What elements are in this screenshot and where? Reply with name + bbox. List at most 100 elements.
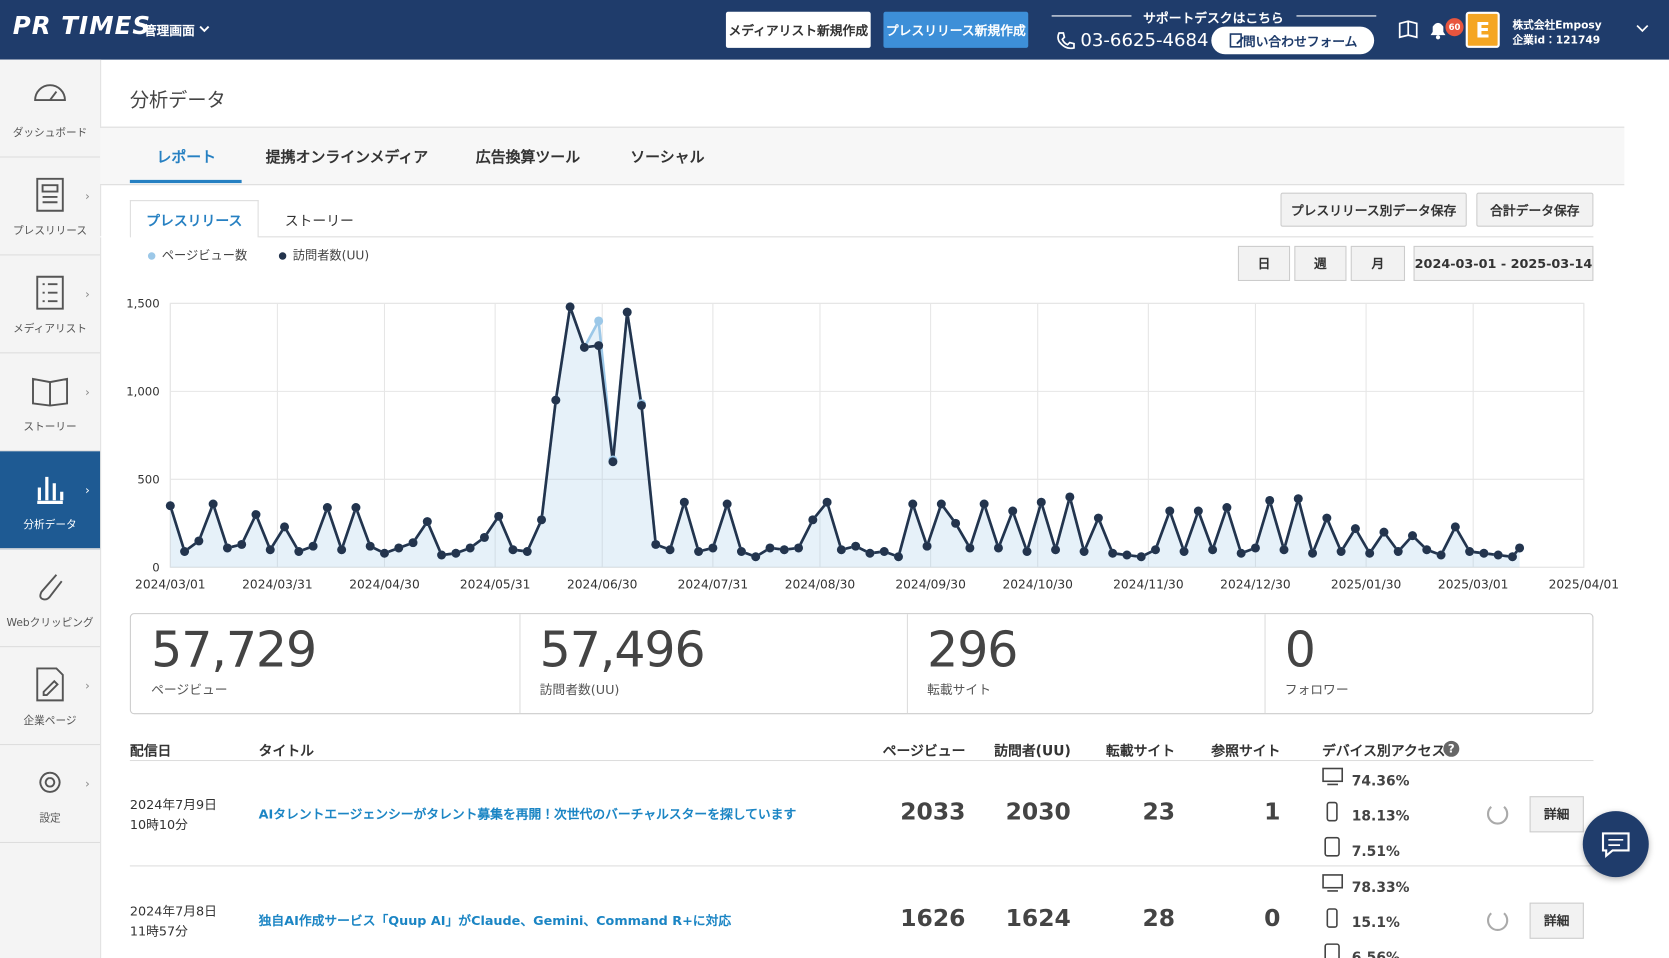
device-share: 78.33%: [1351, 880, 1410, 897]
point: [508, 545, 518, 555]
table-header: 転載サイト: [1105, 744, 1176, 760]
contact-button[interactable]: 問い合わせフォーム: [1211, 26, 1375, 55]
device-icon: [1324, 836, 1340, 857]
chat-button[interactable]: [1582, 811, 1649, 878]
tab[interactable]: レポート: [156, 149, 217, 167]
point: [1322, 513, 1332, 523]
stats-divider: [906, 614, 908, 714]
new-press-release-button[interactable]: プレスリリース新規作成: [883, 11, 1029, 48]
x-tick-label: 2024/08/30: [785, 578, 856, 592]
admin-menu[interactable]: 管理画面: [143, 23, 195, 39]
point: [751, 552, 761, 562]
point: [808, 515, 818, 525]
point: [1250, 543, 1260, 553]
sidebar-item[interactable]: Webクリッピング: [0, 549, 101, 648]
metric-reposts: 23: [1142, 799, 1176, 826]
point: [622, 307, 632, 317]
logo[interactable]: PR TIMES: [12, 12, 152, 41]
release-title[interactable]: AIタレントエージェンシーがタレント募集を再開！次世代のバーチャルスターを探して…: [258, 806, 797, 822]
period-week-button[interactable]: 週: [1294, 245, 1347, 282]
x-tick-label: 2025/04/01: [1549, 578, 1620, 592]
stat-label: 転載サイト: [927, 682, 991, 698]
table-header: 配信日: [129, 744, 172, 760]
point: [322, 503, 332, 512]
manual-icon[interactable]: [1398, 19, 1421, 40]
point: [765, 543, 775, 553]
chat-icon: [1601, 832, 1630, 859]
point: [1122, 550, 1132, 560]
sidebar-item[interactable]: ダッシュボード: [0, 60, 101, 158]
point: [565, 302, 575, 312]
tab-underline: [129, 179, 242, 184]
point: [1236, 548, 1246, 558]
legend-dot: [147, 252, 156, 260]
desktop: [1322, 767, 1344, 783]
period-day-button[interactable]: 日: [1237, 245, 1291, 282]
point: [422, 517, 432, 527]
table-header: 訪問者(UU): [994, 744, 1071, 760]
sidebar-icon: [36, 275, 64, 310]
sidebar-item[interactable]: 設定 ›: [0, 745, 101, 844]
save-per-release-button[interactable]: プレスリリース別データ保存: [1280, 192, 1467, 227]
bell-icon[interactable]: [1426, 18, 1449, 41]
point: [1079, 547, 1089, 556]
y-tick-label: 500: [137, 473, 159, 487]
point: [1065, 492, 1075, 502]
new-media-list-button[interactable]: メディアリスト新規作成: [725, 11, 871, 48]
x-tick-label: 2024/04/30: [349, 578, 420, 592]
table-header: デバイス別アクセス: [1321, 744, 1446, 760]
company-avatar[interactable]: E: [1465, 11, 1500, 48]
point: [993, 543, 1003, 553]
point: [337, 545, 347, 555]
support-lines: [1051, 15, 1377, 17]
point: [1365, 548, 1375, 558]
point: [1051, 545, 1061, 555]
x-tick-label: 2024/03/01: [135, 578, 206, 592]
account-chevron[interactable]: [1635, 23, 1650, 34]
subtab[interactable]: プレスリリース: [146, 213, 243, 230]
sidebar-item[interactable]: メディアリスト ›: [0, 255, 101, 354]
stat-value: 0: [1284, 620, 1316, 679]
device-icon: [1326, 908, 1338, 928]
release-date: 2024年7月9日: [129, 797, 217, 813]
detail-button[interactable]: 詳細: [1529, 902, 1584, 939]
point: [408, 538, 418, 548]
point: [494, 511, 504, 521]
sidebar-label: メディアリスト: [13, 323, 87, 336]
phone: [1326, 908, 1338, 928]
point: [522, 547, 532, 556]
tab[interactable]: 広告換算ツール: [475, 149, 581, 167]
desktop: [1322, 874, 1344, 889]
company-id: 企業id：121749: [1512, 35, 1601, 47]
sidebar-item[interactable]: プレスリリース ›: [0, 158, 101, 256]
point: [1193, 506, 1203, 516]
metric-referrers: 0: [1264, 905, 1281, 933]
detail-button[interactable]: 詳細: [1529, 796, 1584, 833]
sidebar-item[interactable]: ストーリー ›: [0, 353, 101, 452]
point: [936, 499, 946, 509]
metric-visitors: 1624: [1005, 905, 1071, 933]
release-title[interactable]: 独自AI作成サービス「Quup AI」がClaude、Gemini、Comman…: [258, 913, 732, 929]
sidebar-chevron: ›: [85, 189, 90, 204]
sidebar-label: プレスリリース: [13, 225, 88, 238]
sidebar-item[interactable]: 企業ページ ›: [0, 647, 101, 746]
tab[interactable]: 提携オンラインメディア: [265, 149, 429, 167]
point: [1515, 543, 1525, 553]
point: [722, 499, 732, 509]
sidebar-label: 分析データ: [23, 519, 77, 532]
legend-label: 訪問者数(UU): [292, 248, 370, 263]
subtab[interactable]: ストーリー: [284, 213, 354, 230]
date-range-button[interactable]: 2024-03-01 - 2025-03-14: [1413, 245, 1594, 282]
period-month-button[interactable]: 月: [1350, 245, 1406, 282]
point: [365, 541, 375, 551]
point: [1165, 506, 1175, 516]
save-total-button[interactable]: 合計データ保存: [1476, 192, 1594, 227]
device-share: 18.13%: [1351, 808, 1410, 825]
sidebar-item[interactable]: 分析データ ›: [0, 451, 101, 550]
tab[interactable]: ソーシャル: [630, 149, 705, 167]
point: [280, 522, 290, 532]
loading-icon: [1486, 912, 1509, 932]
stat-label: フォロワー: [1284, 682, 1349, 698]
